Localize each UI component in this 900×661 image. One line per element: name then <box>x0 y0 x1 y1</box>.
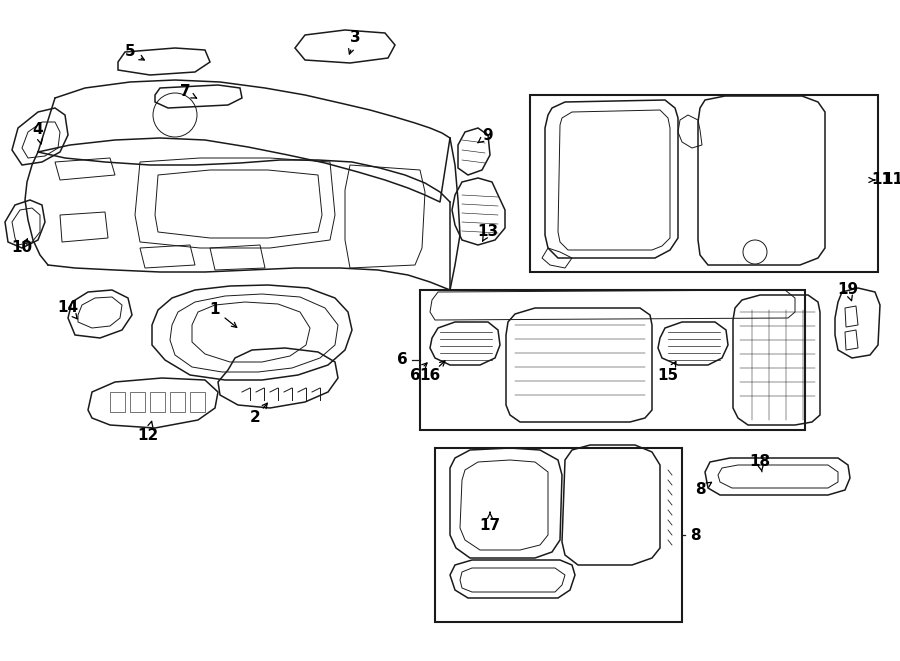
Text: 6: 6 <box>397 352 408 368</box>
Text: 8: 8 <box>695 483 706 498</box>
Text: 10: 10 <box>12 241 32 256</box>
Text: 4: 4 <box>32 122 43 137</box>
Text: 13: 13 <box>477 225 499 239</box>
Text: 2: 2 <box>249 410 260 426</box>
Text: 7: 7 <box>180 85 190 100</box>
Text: 17: 17 <box>480 518 500 533</box>
Text: 6: 6 <box>410 368 420 383</box>
Text: 12: 12 <box>138 428 158 442</box>
Text: 8: 8 <box>690 527 700 543</box>
Text: 11: 11 <box>871 173 893 188</box>
Text: 18: 18 <box>750 455 770 469</box>
Text: 14: 14 <box>58 301 78 315</box>
Text: 1: 1 <box>210 303 220 317</box>
Text: 16: 16 <box>419 368 441 383</box>
Text: 11: 11 <box>882 173 900 188</box>
Text: 5: 5 <box>125 44 135 59</box>
Text: 3: 3 <box>350 30 360 46</box>
Text: 9: 9 <box>482 128 493 143</box>
Text: 15: 15 <box>657 368 679 383</box>
Text: 19: 19 <box>837 282 859 297</box>
